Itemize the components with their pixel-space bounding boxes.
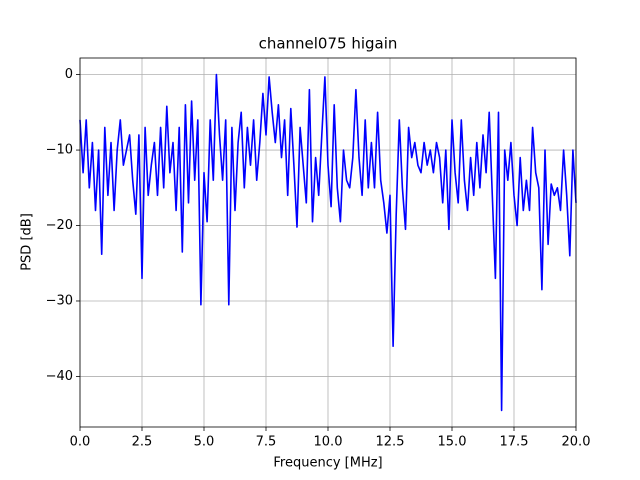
x-tick-label: 2.5 [132, 435, 153, 450]
y-tick-label: −20 [46, 218, 73, 233]
chart-title: channel075 higain [259, 35, 398, 53]
x-tick-label: 10.0 [314, 435, 343, 450]
y-axis-label: PSD [dB] [20, 213, 35, 271]
x-tick-label: 17.5 [500, 435, 529, 450]
x-tick-label: 5.0 [194, 435, 215, 450]
y-tick-label: −10 [46, 143, 73, 158]
y-tick-label: 0 [65, 67, 73, 82]
y-tick-label: −30 [46, 293, 73, 308]
x-axis-label: Frequency [MHz] [273, 456, 382, 471]
y-tick-label: −40 [46, 369, 73, 384]
plot-frame [79, 57, 577, 428]
x-tick-label: 15.0 [438, 435, 467, 450]
data-line [79, 73, 577, 412]
x-tick-label: 12.5 [376, 435, 405, 450]
x-tick-label: 20.0 [562, 435, 591, 450]
x-tick-label: 0.0 [70, 435, 91, 450]
x-tick-label: 7.5 [256, 435, 277, 450]
